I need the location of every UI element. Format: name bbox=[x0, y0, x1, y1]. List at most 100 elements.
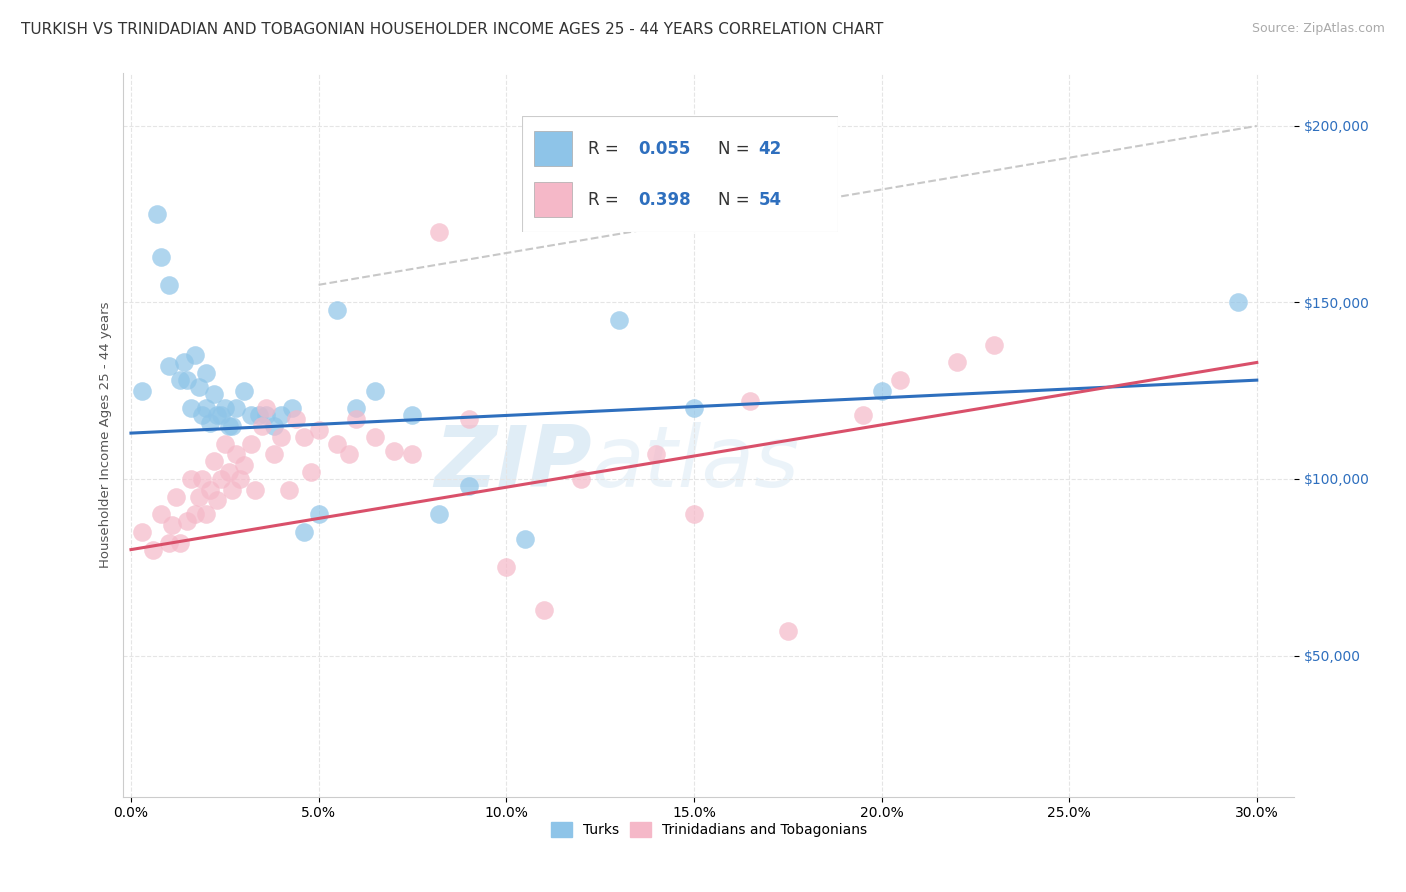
Point bbox=[513, 532, 536, 546]
Point bbox=[270, 409, 292, 423]
Point bbox=[218, 419, 240, 434]
Point bbox=[299, 465, 322, 479]
Point bbox=[776, 624, 799, 638]
Text: Source: ZipAtlas.com: Source: ZipAtlas.com bbox=[1251, 22, 1385, 36]
Text: atlas: atlas bbox=[592, 422, 800, 505]
Point bbox=[344, 412, 367, 426]
Point bbox=[218, 465, 240, 479]
Point bbox=[198, 483, 221, 497]
Point bbox=[270, 429, 292, 443]
Point bbox=[533, 602, 555, 616]
Point bbox=[157, 535, 180, 549]
Point bbox=[176, 514, 198, 528]
Point bbox=[607, 313, 630, 327]
Point bbox=[1227, 295, 1250, 310]
Point bbox=[889, 373, 911, 387]
Point bbox=[364, 429, 387, 443]
Point bbox=[184, 348, 207, 362]
Point bbox=[225, 401, 247, 416]
Point bbox=[308, 508, 330, 522]
Point bbox=[292, 429, 315, 443]
Point bbox=[337, 447, 360, 461]
Point bbox=[195, 508, 218, 522]
Point bbox=[240, 409, 263, 423]
Point bbox=[495, 560, 517, 574]
Point bbox=[225, 447, 247, 461]
Point bbox=[209, 409, 232, 423]
Point bbox=[569, 472, 592, 486]
Point bbox=[247, 409, 270, 423]
Point bbox=[131, 524, 153, 539]
Point bbox=[162, 517, 184, 532]
Point bbox=[180, 472, 202, 486]
Point bbox=[207, 409, 229, 423]
Point bbox=[344, 401, 367, 416]
Point bbox=[209, 472, 232, 486]
Point bbox=[214, 401, 236, 416]
Point bbox=[165, 490, 187, 504]
Point bbox=[683, 508, 706, 522]
Point bbox=[142, 542, 165, 557]
Point bbox=[285, 412, 308, 426]
Y-axis label: Householder Income Ages 25 - 44 years: Householder Income Ages 25 - 44 years bbox=[100, 301, 112, 568]
Point bbox=[195, 366, 218, 380]
Point bbox=[277, 483, 299, 497]
Point bbox=[263, 419, 285, 434]
Point bbox=[187, 490, 209, 504]
Text: TURKISH VS TRINIDADIAN AND TOBAGONIAN HOUSEHOLDER INCOME AGES 25 - 44 YEARS CORR: TURKISH VS TRINIDADIAN AND TOBAGONIAN HO… bbox=[21, 22, 883, 37]
Point bbox=[221, 419, 243, 434]
Point bbox=[240, 436, 263, 450]
Point bbox=[157, 277, 180, 292]
Point bbox=[157, 359, 180, 373]
Point bbox=[150, 250, 173, 264]
Point bbox=[169, 535, 191, 549]
Point bbox=[263, 447, 285, 461]
Point bbox=[382, 443, 405, 458]
Point bbox=[214, 436, 236, 450]
Point bbox=[814, 207, 837, 221]
Point bbox=[169, 373, 191, 387]
Point bbox=[243, 483, 266, 497]
Point bbox=[683, 401, 706, 416]
Point bbox=[191, 472, 214, 486]
Point bbox=[254, 401, 277, 416]
Point bbox=[180, 401, 202, 416]
Point bbox=[457, 479, 479, 493]
Point bbox=[131, 384, 153, 398]
Point bbox=[870, 384, 893, 398]
Point bbox=[232, 458, 254, 472]
Point bbox=[401, 409, 423, 423]
Point bbox=[364, 384, 387, 398]
Point bbox=[187, 380, 209, 394]
Point bbox=[146, 207, 169, 221]
Point bbox=[292, 524, 315, 539]
Point bbox=[427, 225, 450, 239]
Point bbox=[740, 394, 762, 409]
Point bbox=[150, 508, 173, 522]
Text: ZIP: ZIP bbox=[434, 422, 592, 505]
Point bbox=[308, 423, 330, 437]
Point bbox=[427, 508, 450, 522]
Point bbox=[184, 508, 207, 522]
Point bbox=[221, 483, 243, 497]
Point bbox=[229, 472, 252, 486]
Point bbox=[281, 401, 304, 416]
Point bbox=[401, 447, 423, 461]
Point bbox=[207, 493, 229, 508]
Legend: Turks, Trinidadians and Tobagonians: Turks, Trinidadians and Tobagonians bbox=[544, 815, 875, 844]
Point bbox=[326, 302, 349, 317]
Point bbox=[232, 384, 254, 398]
Point bbox=[326, 436, 349, 450]
Point bbox=[195, 401, 218, 416]
Point bbox=[945, 355, 967, 369]
Point bbox=[645, 447, 668, 461]
Point bbox=[852, 409, 875, 423]
Point bbox=[173, 355, 195, 369]
Point bbox=[191, 409, 214, 423]
Point bbox=[457, 412, 479, 426]
Point bbox=[983, 338, 1005, 352]
Point bbox=[176, 373, 198, 387]
Point bbox=[202, 387, 225, 401]
Point bbox=[198, 416, 221, 430]
Point bbox=[252, 419, 274, 434]
